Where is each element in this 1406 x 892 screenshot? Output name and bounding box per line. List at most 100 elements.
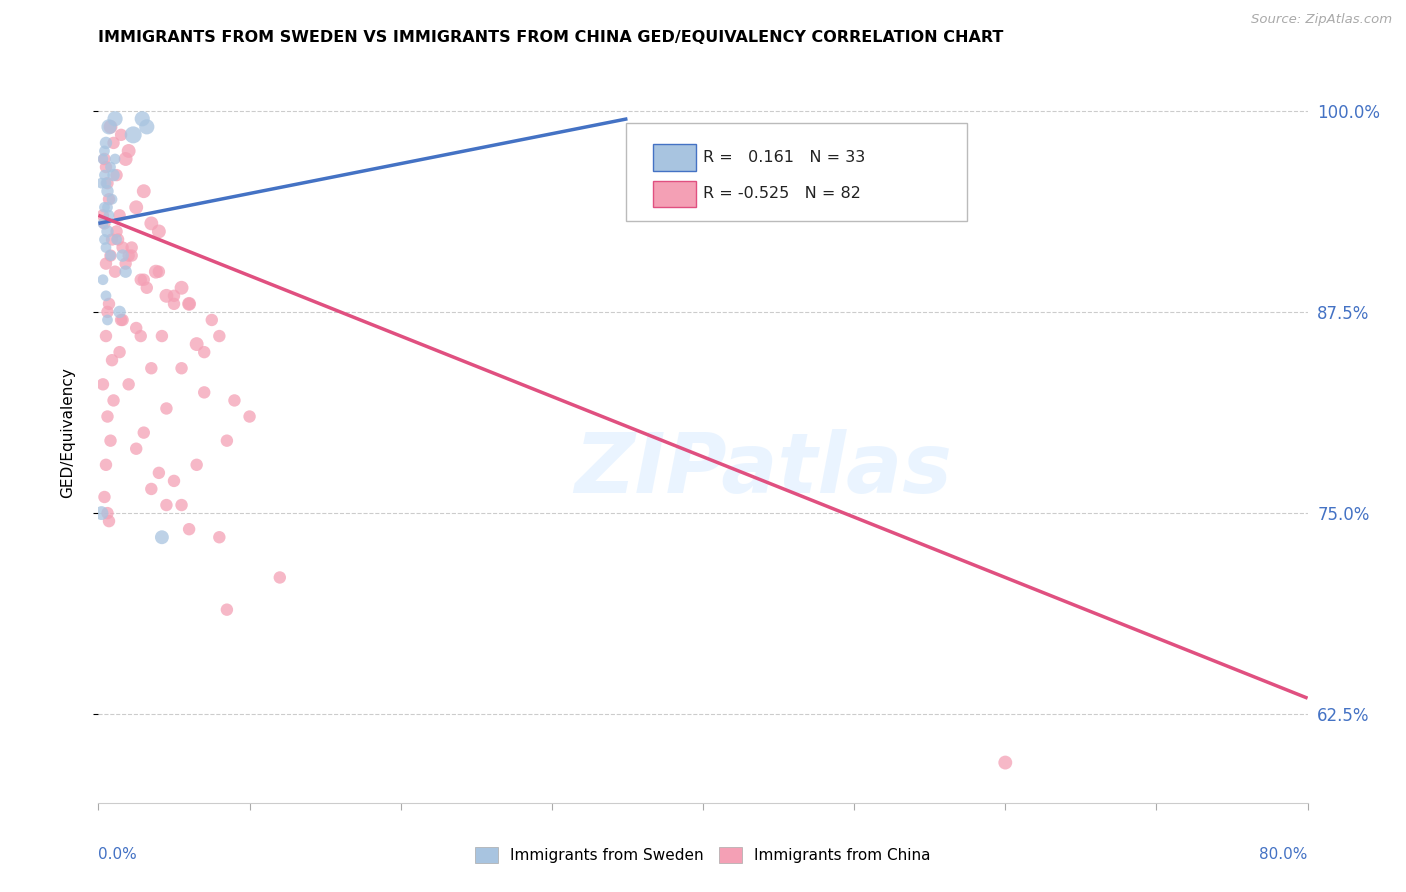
Point xyxy=(170,498,193,512)
Point xyxy=(105,232,128,246)
Point xyxy=(91,152,114,166)
Point xyxy=(111,313,134,327)
Point xyxy=(193,345,215,359)
Point xyxy=(96,409,118,424)
Point xyxy=(105,224,128,238)
Point xyxy=(100,249,122,263)
Point xyxy=(118,249,141,263)
Point xyxy=(110,313,132,327)
Point xyxy=(96,176,118,190)
Point xyxy=(103,136,125,150)
Point xyxy=(125,442,148,456)
Point xyxy=(155,401,177,416)
Point xyxy=(179,297,201,311)
Point xyxy=(93,168,115,182)
Point xyxy=(118,377,141,392)
Point xyxy=(155,289,177,303)
Text: IMMIGRANTS FROM SWEDEN VS IMMIGRANTS FROM CHINA GED/EQUIVALENCY CORRELATION CHAR: IMMIGRANTS FROM SWEDEN VS IMMIGRANTS FRO… xyxy=(98,29,1004,45)
Point xyxy=(111,249,134,263)
Point xyxy=(141,482,163,496)
Point xyxy=(93,144,115,158)
Point xyxy=(93,232,115,246)
Point xyxy=(114,265,136,279)
Point xyxy=(994,756,1017,770)
Point xyxy=(91,216,114,230)
Point xyxy=(135,120,157,134)
Point xyxy=(163,297,186,311)
Point xyxy=(93,200,115,214)
Point xyxy=(193,385,215,400)
Point xyxy=(148,224,170,238)
Point xyxy=(170,361,193,376)
Point xyxy=(101,192,124,206)
Point xyxy=(94,329,117,343)
Point xyxy=(125,200,148,214)
Point xyxy=(90,506,112,520)
Point xyxy=(148,265,170,279)
Point xyxy=(186,337,208,351)
Point xyxy=(132,425,155,440)
Text: ZIPatlas: ZIPatlas xyxy=(575,429,952,510)
Point xyxy=(96,313,118,327)
Point xyxy=(101,232,124,246)
Point xyxy=(93,152,115,166)
Point xyxy=(201,313,224,327)
Point xyxy=(108,305,131,319)
Point xyxy=(98,297,121,311)
Point xyxy=(114,257,136,271)
Point xyxy=(98,208,121,222)
Point xyxy=(186,458,208,472)
Point xyxy=(215,602,238,616)
Point xyxy=(103,168,125,182)
Point xyxy=(121,240,143,254)
Text: Source: ZipAtlas.com: Source: ZipAtlas.com xyxy=(1251,13,1392,27)
Point xyxy=(155,498,177,512)
Point xyxy=(100,434,122,448)
Point xyxy=(104,265,127,279)
Point xyxy=(215,434,238,448)
Point xyxy=(94,240,117,254)
Point xyxy=(145,265,167,279)
Point xyxy=(94,136,117,150)
Point xyxy=(90,176,112,190)
Point xyxy=(103,393,125,408)
Point xyxy=(224,393,246,408)
Text: 0.0%: 0.0% xyxy=(98,847,138,863)
Point xyxy=(100,249,122,263)
Point xyxy=(98,192,121,206)
Point xyxy=(100,120,122,134)
Text: R =   0.161   N = 33: R = 0.161 N = 33 xyxy=(703,150,865,165)
Point xyxy=(125,321,148,335)
Point xyxy=(129,273,152,287)
Point xyxy=(163,474,186,488)
Point xyxy=(105,168,128,182)
Point xyxy=(148,466,170,480)
Point xyxy=(114,152,136,166)
Point xyxy=(104,152,127,166)
Point xyxy=(96,200,118,214)
Point xyxy=(132,184,155,198)
Point xyxy=(93,490,115,504)
Point xyxy=(94,176,117,190)
Point xyxy=(269,570,291,584)
Point xyxy=(91,273,114,287)
Point xyxy=(91,208,114,222)
Point xyxy=(239,409,262,424)
Point xyxy=(98,514,121,528)
Point xyxy=(108,208,131,222)
Point xyxy=(141,216,163,230)
Point xyxy=(96,184,118,198)
Point xyxy=(179,522,201,536)
Point xyxy=(110,128,132,142)
Point xyxy=(94,160,117,174)
Point xyxy=(100,160,122,174)
Point xyxy=(118,144,141,158)
Point xyxy=(179,297,201,311)
Point xyxy=(129,329,152,343)
Point xyxy=(208,530,231,544)
Point xyxy=(104,112,127,126)
Point xyxy=(122,128,145,142)
Point xyxy=(94,289,117,303)
Point xyxy=(163,289,186,303)
Point xyxy=(208,329,231,343)
